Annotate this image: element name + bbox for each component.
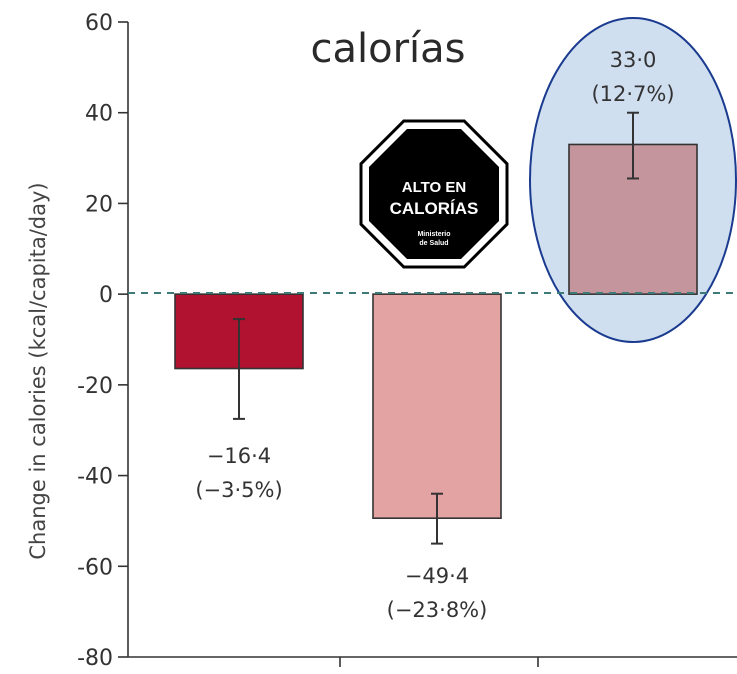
data-labels-group: −16·4 (−3·5%) −49·4 (−23·8%) 33·0 (12·7%) [195,48,674,622]
data-label-pct-2: (−23·8%) [387,598,488,622]
data-label-value-2: −49·4 [405,564,469,588]
data-label-value-1: −16·4 [207,444,271,468]
warning-sign-line1: ALTO EN [402,179,466,196]
error-bars-group [233,111,639,545]
warning-sign-line4: de Salud [419,240,448,247]
data-label-pct-1: (−3·5%) [195,478,282,502]
warning-sign-line3: Ministerio [417,231,450,238]
chart-title: calorías [311,26,466,72]
y-tick-label: 60 [85,11,113,36]
y-tick-label: -20 [77,374,113,399]
y-tick-label: 40 [85,102,113,127]
y-tick-label: 20 [85,192,113,217]
y-tick-label: 0 [99,283,113,308]
y-tick-label: -60 [77,555,113,580]
warning-sign-inner [369,129,499,259]
y-axis-title: Change in calories (kcal/capita/day) [26,182,50,559]
y-axis-ticks: 60 40 20 0 -20 -40 -60 -80 [77,11,128,671]
warning-sign: ALTO EN CALORÍAS Ministerio de Salud [359,119,509,269]
warning-sign-line2: CALORÍAS [390,199,479,218]
bar-2 [372,293,502,520]
data-label-value-3: 33·0 [610,48,657,72]
data-label-pct-3: (12·7%) [591,82,674,106]
y-tick-label: -80 [77,646,113,671]
y-tick-label: -40 [77,465,113,490]
